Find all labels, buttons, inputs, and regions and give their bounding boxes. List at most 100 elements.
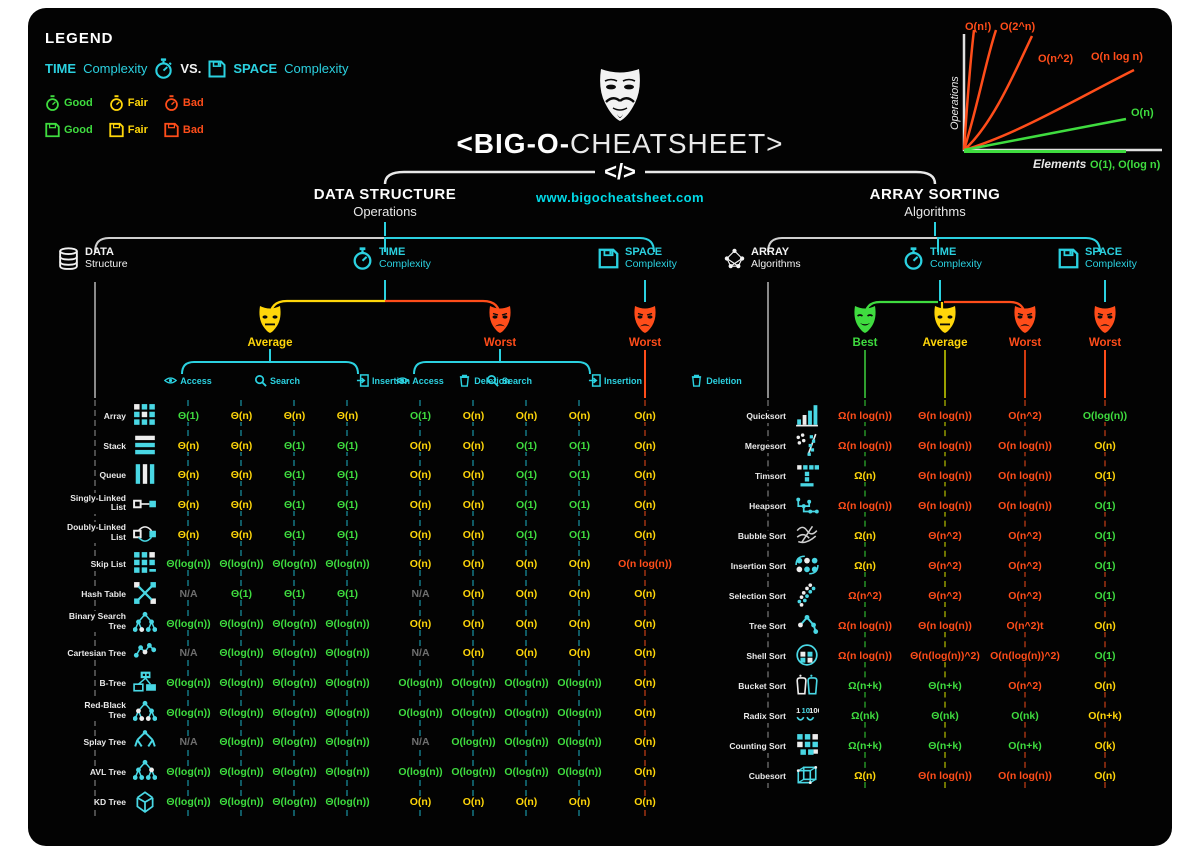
complexity-value: O(n) — [631, 587, 659, 600]
complexity-value: O(n) — [459, 647, 488, 660]
trash-icon — [692, 374, 702, 387]
floppy-disk-icon — [208, 60, 226, 77]
network-icon — [724, 248, 745, 268]
complexity-value: O(n log(n)) — [995, 500, 1055, 512]
skip-list-icon — [128, 551, 162, 575]
complexity-value: O(log(n)) — [448, 677, 499, 690]
complexity-value: O(log(n)) — [501, 706, 552, 719]
row-label: Doubly-Linked List — [64, 522, 128, 544]
branch-label-average-left: Average — [247, 337, 293, 349]
complexity-value: N/A — [176, 587, 201, 600]
complexity-cell: Θ(n) — [215, 525, 268, 543]
stopwatch-icon — [46, 95, 59, 111]
complexity-value: O(1) — [1091, 530, 1119, 542]
complexity-value: O(n) — [631, 439, 659, 452]
neutral-mask-icon — [934, 306, 956, 333]
table-row: Timsort Ω(n) Θ(n log(n)) O(n log(n)) O(1) — [718, 460, 1145, 490]
complexity-cell: O(n log(n)) — [985, 436, 1065, 454]
complexity-value: O(log(n)) — [501, 766, 552, 779]
complexity-cell: Θ(log(n)) — [162, 614, 215, 632]
complexity-value: O(n) — [565, 617, 594, 630]
row-label: Bubble Sort — [735, 531, 788, 543]
eye-icon — [396, 377, 410, 384]
complexity-cell: O(n) — [447, 525, 500, 543]
complexity-value: O(1) — [513, 469, 540, 482]
complexity-value: O(log(n)) — [448, 736, 499, 749]
row-label: Cartesian Tree — [65, 648, 128, 660]
complexity-value: O(n) — [459, 469, 488, 482]
complexity-cell: O(log(n)) — [553, 703, 606, 721]
complexity-value: O(log(n)) — [501, 736, 552, 749]
complexity-cell: Θ(log(n)) — [162, 703, 215, 721]
table-row: Array Θ(1) Θ(n) Θ(n) Θ(n) O(1) O(n) O(n) O(n) O(n… — [42, 400, 684, 430]
complexity-cell: Θ(log(n)) — [321, 614, 374, 632]
complexity-cell: O(log(n)) — [553, 732, 606, 750]
complexity-cell: O(n) — [606, 495, 684, 513]
bst-icon — [128, 611, 162, 635]
complexity-value: Θ(log(n)) — [322, 736, 373, 749]
op-deletion: Deletion — [668, 374, 764, 387]
complexity-value: Θ(1) — [334, 498, 361, 511]
row-label: B-Tree — [97, 678, 128, 690]
row-label: AVL Tree — [87, 767, 128, 779]
complexity-cell: Θ(1) — [321, 465, 374, 483]
insert-icon — [356, 374, 369, 387]
complexity-value: O(log(n)) — [395, 766, 446, 779]
complexity-cell: Θ(n) — [268, 406, 321, 424]
complexity-cell: O(n) — [606, 584, 684, 602]
complexity-cell: Θ(log(n)) — [268, 554, 321, 572]
complexity-cell: O(n) — [1065, 676, 1145, 694]
website-link[interactable]: www.bigocheatsheet.com — [536, 190, 704, 205]
table-row: Cubesort Ω(n) Θ(n log(n)) O(n log(n)) O(n) — [718, 760, 1145, 790]
complexity-value: Ω(n log(n)) — [835, 650, 895, 662]
complexity-cell: O(n) — [500, 792, 553, 810]
complexity-value: O(n) — [565, 558, 594, 571]
array-sorting-section-title: ARRAY SORTING — [869, 186, 1001, 203]
complexity-cell: Θ(log(n)) — [268, 614, 321, 632]
complexity-cell: Θ(log(n)) — [162, 762, 215, 780]
complexity-cell: O(n) — [553, 614, 606, 632]
magnifier-icon — [255, 375, 267, 387]
complexity-value: Θ(log(n)) — [216, 736, 267, 749]
row-label: Skip List — [88, 559, 128, 571]
complexity-cell: O(n) — [553, 792, 606, 810]
complexity-cell: Θ(log(n)) — [162, 554, 215, 572]
column-dash-line — [346, 400, 348, 816]
row-label: Counting Sort — [727, 741, 788, 753]
complexity-cell: O(log(n)) — [500, 732, 553, 750]
complexity-cell: Ω(n+k) — [825, 676, 905, 694]
complexity-value: O(1) — [1091, 650, 1119, 662]
insertion-sort-icon — [788, 553, 825, 577]
complexity-cell: O(n) — [500, 406, 553, 424]
bucket-sort-icon — [788, 673, 825, 697]
array-sorting-table: Quicksort Ω(n log(n)) Θ(n log(n)) O(n^2) O(l… — [718, 400, 1145, 790]
complexity-cell: Ω(n+k) — [825, 736, 905, 754]
complexity-cell: O(1) — [553, 525, 606, 543]
complexity-value: O(n) — [459, 617, 488, 630]
cubesort-icon — [788, 763, 825, 787]
complexity-value: Ω(nk) — [848, 710, 882, 722]
table-row: Selection Sort Ω(n^2) Θ(n^2) O(n^2) O(1) — [718, 580, 1145, 610]
complexity-cell: O(n) — [606, 436, 684, 454]
timsort-icon — [788, 463, 825, 487]
complexity-value: Θ(1) — [334, 528, 361, 541]
complexity-value: Θ(log(n)) — [322, 766, 373, 779]
row-label: Mergesort — [742, 441, 788, 453]
complexity-value: Θ(1) — [334, 587, 361, 600]
table-row: Binary Search Tree Θ(log(n)) Θ(log(n)) Θ(lo… — [42, 608, 684, 638]
red-black-tree-icon — [128, 700, 162, 724]
complexity-value: O(1) — [513, 439, 540, 452]
complexity-value: Θ(log(n)) — [322, 617, 373, 630]
complexity-value: O(n) — [631, 647, 659, 660]
complexity-cell: O(1) — [1065, 556, 1145, 574]
complexity-value: Θ(1) — [175, 409, 202, 422]
complexity-cell: O(n) — [447, 495, 500, 513]
complexity-value: Θ(1) — [281, 587, 308, 600]
complexity-cell: O(log(n)) — [553, 762, 606, 780]
complexity-cell: O(log(n)) — [500, 703, 553, 721]
page-title: <BIG-O-CHEATSHEET> — [456, 128, 783, 160]
complexity-value: Θ(n log(n)) — [915, 470, 975, 482]
complexity-cell: N/A — [162, 732, 215, 750]
complexity-cell: N/A — [162, 643, 215, 661]
complexity-value: Θ(log(n)) — [322, 677, 373, 690]
